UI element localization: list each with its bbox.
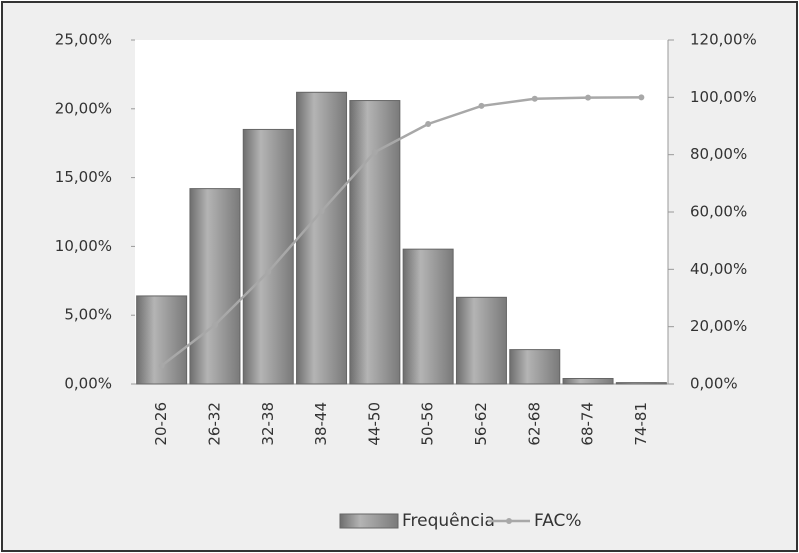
y-tick-label: 20,00% — [55, 99, 112, 117]
x-tick-label: 74-81 — [632, 402, 650, 446]
legend-swatch-marker — [506, 518, 512, 524]
line-marker — [531, 95, 538, 102]
y2-tick-label: 0,00% — [690, 375, 738, 393]
bar — [136, 295, 188, 385]
x-tick-label: 62-68 — [525, 402, 543, 446]
bar — [242, 128, 294, 385]
bar — [349, 100, 401, 385]
line-marker — [318, 208, 325, 215]
legend-label: FAC% — [534, 511, 582, 531]
line-marker — [425, 120, 432, 127]
bar — [562, 377, 614, 385]
y-tick-label: 5,00% — [64, 306, 112, 324]
bar — [455, 296, 507, 385]
y-tick-label: 15,00% — [55, 168, 112, 186]
legend-label: Frequência — [402, 511, 495, 531]
bar — [402, 248, 454, 385]
y-tick-label: 0,00% — [64, 375, 112, 393]
line-marker — [478, 102, 485, 109]
legend-swatch — [339, 513, 399, 529]
line-marker — [371, 149, 378, 156]
line — [160, 96, 642, 367]
x-tick-label: 68-74 — [579, 402, 597, 446]
y-tick-label: 25,00% — [55, 31, 112, 49]
x-tick-label: 44-50 — [365, 402, 383, 446]
y2-tick-label: 40,00% — [690, 260, 747, 278]
y-tick-label: 10,00% — [55, 237, 112, 255]
line-marker — [638, 94, 645, 101]
line-marker — [265, 268, 272, 275]
line-marker — [585, 94, 592, 101]
x-tick-label: 32-38 — [259, 402, 277, 446]
line-marker — [211, 321, 218, 328]
bar — [615, 382, 667, 385]
x-tick-label: 50-56 — [419, 402, 437, 446]
y2-tick-label: 120,00% — [690, 31, 757, 49]
y2-tick-label: 60,00% — [690, 203, 747, 221]
x-tick-label: 38-44 — [312, 402, 330, 446]
y2-tick-label: 100,00% — [690, 88, 757, 106]
y2-tick-label: 80,00% — [690, 145, 747, 163]
x-tick-label: 56-62 — [472, 402, 490, 446]
bar — [509, 349, 561, 385]
line-marker — [158, 362, 165, 369]
x-tick-label: 20-26 — [152, 402, 170, 446]
y2-tick-label: 20,00% — [690, 317, 747, 335]
bar — [189, 188, 241, 385]
bar — [296, 91, 348, 385]
x-tick-label: 26-32 — [205, 402, 223, 446]
